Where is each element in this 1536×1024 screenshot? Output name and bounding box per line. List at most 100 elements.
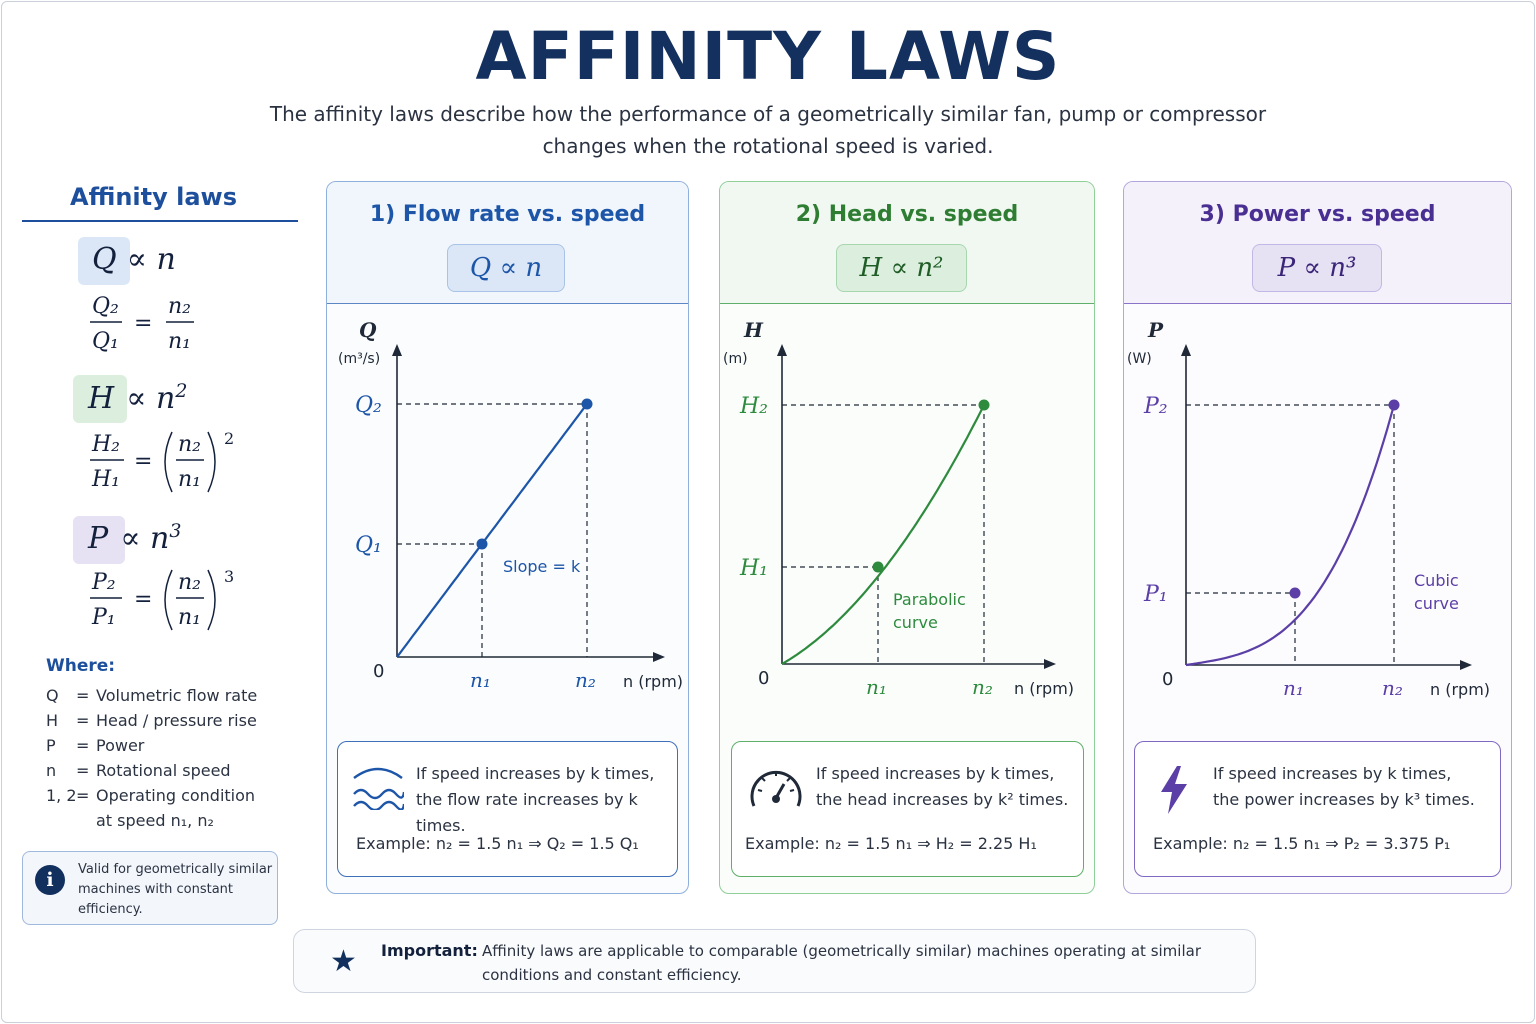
curve-label: Parabolic	[893, 590, 966, 609]
important-label: Important:	[381, 941, 478, 960]
definition-continuation: at speed n₁, n₂	[96, 811, 214, 830]
svg-text:=: =	[134, 311, 152, 336]
y-tick-2: Q₂	[355, 393, 382, 418]
y-axis-label: H	[743, 318, 764, 342]
law-p-ratio-svg: P₂ P₁ = n₂ n₁ 3	[90, 567, 234, 631]
law-p-proportional: P ∝ n3	[88, 520, 182, 556]
info-line-1: If speed increases by k times,	[1213, 764, 1452, 783]
validity-note: i Valid for geometrically similar machin…	[22, 851, 278, 925]
y-tick-2: H₂	[739, 394, 768, 419]
law-q-ratio: Q₂ Q₁ = n₂ n₁	[88, 290, 208, 364]
definition-q: Q = Volumetric flow rate	[46, 686, 258, 705]
card-title: 3) Power vs. speed	[1199, 202, 1436, 227]
ratio-num: H₂	[91, 432, 120, 457]
info-text: If speed increases by k times, the head …	[816, 761, 1068, 813]
law-p-ratio: P₂ P₁ = n₂ n₁ 3	[88, 566, 248, 640]
law-h-proportional: H ∝ n2	[88, 380, 188, 416]
info-box: If speed increases by k times, the power…	[1134, 741, 1501, 877]
y-tick-2: P₂	[1143, 394, 1168, 419]
x-tick-n2: n₂	[1382, 676, 1403, 700]
curve-label: Cubic	[1414, 571, 1459, 590]
lightning-icon	[1161, 766, 1187, 814]
svg-text:=: =	[134, 587, 152, 612]
definition-p: P = Power	[46, 736, 145, 755]
definition-conditions: 1, 2= Operating condition	[46, 786, 256, 805]
y-axis-unit: (m)	[723, 351, 748, 367]
example-text: Example: n₂ = 1.5 n₁ ⇒ H₂ = 2.25 H₁	[745, 834, 1037, 853]
point-2	[978, 399, 990, 411]
info-line-1: If speed increases by k times,	[816, 764, 1055, 783]
rhs-num: n₂	[178, 570, 201, 595]
point-2	[581, 398, 593, 410]
x-axis-label: n (rpm)	[1014, 679, 1074, 698]
definition-h: H = Head / pressure rise	[46, 711, 257, 730]
curve-line	[1185, 404, 1396, 667]
info-line-2: the head increases by k² times.	[816, 790, 1069, 809]
power-chart: P (W) n (rpm) 0 n₁ n₂ P₁ P₂ Cubic curve	[1127, 318, 1490, 700]
gauge-icon	[750, 770, 802, 807]
y-tick-1: Q₁	[355, 533, 382, 558]
curve-label: Slope = k	[503, 557, 581, 576]
page-subtitle: The affinity laws describe how the perfo…	[269, 102, 1267, 158]
example-text: Example: n₂ = 1.5 n₁ ⇒ Q₂ = 1.5 Q₁	[356, 834, 639, 853]
ratio-exponent: 3	[224, 567, 234, 586]
important-text: Affinity laws are applicable to comparab…	[482, 942, 1201, 984]
y-axis-unit: (m³/s)	[338, 351, 380, 367]
where-title: Where:	[46, 656, 116, 676]
point-1	[1289, 587, 1301, 599]
card-flow-rate: 1) Flow rate vs. speed Q ∝ n Q (m³/s) n (r…	[326, 181, 689, 894]
validity-note-text: Valid for geometrically similar machines…	[78, 862, 273, 917]
head-chart: H (m) n (rpm) 0 n₁ n₂ H₁ H₂ Parabolic curve	[723, 318, 1074, 699]
info-line-2: the power increases by k³ times.	[1213, 790, 1475, 809]
info-text: If speed increases by k times, the power…	[1213, 761, 1475, 813]
law-tag-p	[73, 516, 125, 564]
x-tick-n1: n₁	[1283, 676, 1304, 700]
card-header: 2) Head vs. speed H ∝ n²	[720, 182, 1094, 304]
origin-label: 0	[758, 668, 769, 689]
card-title: 2) Head vs. speed	[795, 202, 1019, 227]
x-axis-arrow	[653, 652, 665, 662]
formula-chip: Q ∝ n	[447, 244, 565, 292]
x-axis-label: n (rpm)	[623, 672, 683, 691]
y-axis-unit: (W)	[1127, 351, 1152, 367]
info-box: If speed increases by k times, the flow …	[337, 741, 678, 877]
rhs-den: n₁	[178, 605, 201, 630]
ratio-num: Q₂	[92, 294, 119, 319]
ratio-num: P₂	[91, 570, 116, 595]
curve-label: curve	[893, 613, 938, 632]
curve-line	[396, 403, 588, 658]
formula-chip: P ∝ n³	[1252, 244, 1382, 292]
y-axis-arrow	[1181, 344, 1191, 356]
page-title: AFFINITY LAWS	[475, 18, 1061, 95]
definition-n: n = Rotational speed	[46, 761, 231, 780]
info-text: If speed increases by k times, the flow …	[416, 761, 677, 839]
law-tag-q	[78, 237, 130, 285]
ratio-den: P₁	[91, 605, 116, 630]
y-tick-1: H₁	[739, 556, 768, 581]
y-axis-arrow	[392, 344, 402, 356]
info-line-2: the flow rate increases by k times.	[416, 790, 638, 835]
x-axis-arrow	[1044, 659, 1056, 669]
point-1	[476, 538, 488, 550]
rhs-num: n₂	[168, 294, 191, 319]
x-tick-n2: n₂	[972, 675, 993, 699]
x-tick-n2: n₂	[575, 668, 596, 692]
wave-icon	[353, 767, 404, 810]
card-header: 3) Power vs. speed P ∝ n³	[1124, 182, 1511, 304]
x-axis-label: n (rpm)	[1430, 680, 1490, 699]
law-tag-h	[73, 375, 127, 423]
left-panel-divider	[22, 220, 298, 222]
y-tick-1: P₁	[1143, 582, 1168, 607]
x-axis-arrow	[1460, 660, 1472, 670]
formula-chip: H ∝ n²	[836, 244, 967, 292]
y-axis-label: P	[1147, 318, 1164, 342]
point-2	[1388, 399, 1400, 411]
law-h-ratio: H₂ H₁ = n₂ n₁ 2	[88, 428, 248, 502]
rhs-den: n₁	[168, 329, 191, 354]
important-note: ★ Important: Affinity laws are applicabl…	[293, 929, 1256, 993]
ratio-den: Q₁	[92, 329, 119, 354]
law-q-proportional: Q ∝ n	[92, 242, 176, 277]
svg-text:=: =	[134, 449, 152, 474]
info-box: If speed increases by k times, the head …	[731, 741, 1084, 877]
